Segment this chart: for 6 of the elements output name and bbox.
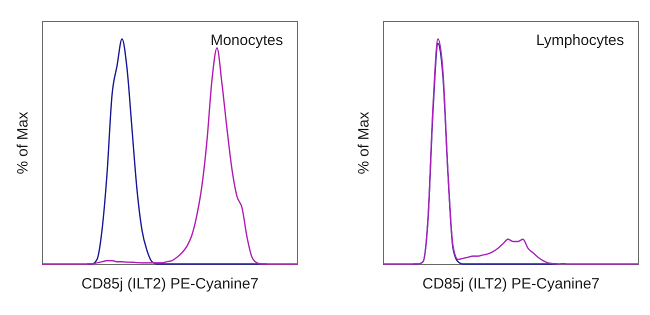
- annotation: Lymphocytes: [536, 32, 624, 49]
- x-axis-title: CD85j (ILT2) PE-Cyanine7: [422, 276, 600, 292]
- y-axis-title: % of Max: [356, 111, 372, 174]
- x-axis-title: CD85j (ILT2) PE-Cyanine7: [81, 276, 259, 292]
- y-axis-title: % of Max: [14, 111, 32, 174]
- annotation: Monocytes: [210, 32, 283, 49]
